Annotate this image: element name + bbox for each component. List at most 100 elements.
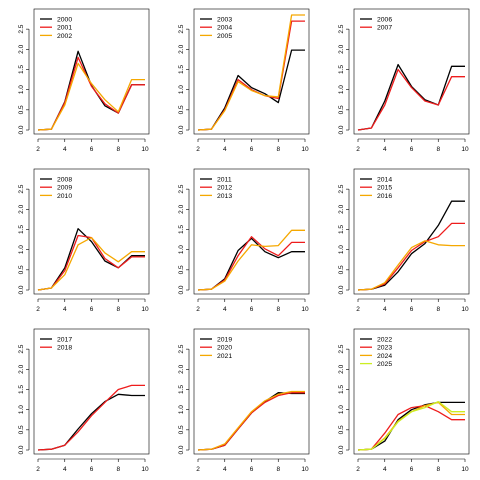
y-tick-label: 1.0	[338, 245, 345, 254]
y-tick-label: 0.0	[338, 445, 345, 454]
x-tick-label: 2	[196, 466, 200, 473]
x-tick-label: 8	[276, 466, 280, 473]
legend-label: 2000	[57, 16, 72, 23]
y-tick-label: 0.0	[178, 285, 185, 294]
series-line-2020	[197, 392, 305, 451]
legend-label: 2024	[377, 353, 392, 360]
series-line-2017	[37, 393, 145, 451]
panel-frame	[353, 328, 470, 455]
x-tick-label: 4	[63, 146, 67, 153]
x-tick-label: 8	[276, 306, 280, 313]
legend-label: 2011	[217, 176, 232, 183]
y-tick-label: 2.0	[178, 364, 185, 373]
panel-frame	[33, 8, 150, 135]
legend: 2006 2007	[360, 16, 392, 32]
x-tick-label: 8	[436, 146, 440, 153]
series-line-2015	[357, 222, 465, 291]
x-tick-label: 6	[250, 466, 254, 473]
x-tick-label: 10	[301, 146, 309, 153]
y-tick-label: 1.0	[18, 85, 25, 94]
y-tick-label: 0.5	[178, 425, 185, 434]
legend-label: 2017	[57, 336, 72, 343]
y-tick-label: 1.0	[338, 405, 345, 414]
y-tick-label: 2.5	[178, 24, 185, 33]
y-tick-label: 0.0	[338, 285, 345, 294]
y-tick-label: 2.0	[178, 204, 185, 213]
x-tick-label: 10	[301, 466, 309, 473]
y-tick-label: 2.5	[18, 184, 25, 193]
legend-label: 2009	[57, 185, 72, 192]
y-tick-label: 1.5	[338, 385, 345, 394]
x-tick-label: 4	[223, 146, 227, 153]
legend-label: 2013	[217, 193, 232, 200]
y-tick-label: 1.5	[178, 225, 185, 234]
legend-label: 2002	[57, 33, 72, 40]
y-tick-label: 0.5	[338, 425, 345, 434]
series-line-2025	[357, 400, 465, 451]
series-line-2021	[197, 390, 305, 451]
legend-label: 2022	[377, 336, 392, 343]
y-tick-label: 0.0	[18, 125, 25, 134]
y-tick-label: 0.5	[18, 265, 25, 274]
y-tick-label: 1.5	[338, 225, 345, 234]
x-tick-label: 2	[36, 146, 40, 153]
x-tick-label: 4	[383, 466, 387, 473]
y-tick-label: 1.5	[338, 65, 345, 74]
legend-label: 2006	[377, 16, 392, 23]
x-tick-label: 4	[63, 466, 67, 473]
legend-label: 2007	[377, 25, 392, 32]
panel-frame	[353, 168, 470, 295]
y-tick-label: 2.5	[338, 344, 345, 353]
x-tick-label: 6	[90, 146, 94, 153]
legend-label: 2023	[377, 345, 392, 352]
series-line-2011	[197, 237, 305, 291]
series-line-2009	[37, 234, 145, 291]
x-tick-label: 6	[90, 466, 94, 473]
y-tick-label: 0.5	[178, 105, 185, 114]
series-line-2001	[37, 56, 145, 131]
x-tick-label: 8	[276, 146, 280, 153]
x-tick-label: 10	[141, 306, 149, 313]
x-tick-label: 2	[36, 306, 40, 313]
x-tick-label: 2	[356, 146, 360, 153]
series-line-2023	[357, 404, 465, 451]
y-tick-label: 1.5	[18, 225, 25, 234]
x-tick-label: 4	[383, 146, 387, 153]
y-tick-label: 1.5	[178, 65, 185, 74]
legend-label: 2008	[57, 176, 72, 183]
y-tick-label: 0.0	[18, 285, 25, 294]
panel-frame	[193, 328, 310, 455]
legend-label: 2019	[217, 336, 232, 343]
y-tick-label: 2.0	[18, 44, 25, 53]
y-tick-label: 0.5	[18, 105, 25, 114]
y-tick-label: 1.0	[178, 245, 185, 254]
legend-label: 2016	[377, 193, 392, 200]
legend-label: 2020	[217, 345, 232, 352]
series-line-2019	[197, 392, 305, 451]
panel-frame	[33, 168, 150, 295]
legend-label: 2003	[217, 16, 232, 23]
legend-label: 2018	[57, 345, 72, 352]
x-tick-label: 4	[383, 306, 387, 313]
y-tick-label: 2.5	[178, 344, 185, 353]
series-line-2013	[197, 229, 305, 291]
legend-label: 2021	[217, 353, 232, 360]
x-tick-label: 6	[410, 146, 414, 153]
x-tick-label: 6	[250, 146, 254, 153]
x-tick-label: 8	[116, 466, 120, 473]
x-tick-label: 10	[461, 146, 469, 153]
y-tick-label: 2.0	[338, 204, 345, 213]
x-tick-label: 8	[116, 146, 120, 153]
legend: 2017 2018	[40, 336, 72, 352]
x-tick-label: 8	[436, 306, 440, 313]
x-tick-label: 6	[90, 306, 94, 313]
y-tick-label: 0.5	[338, 265, 345, 274]
y-tick-label: 1.0	[178, 85, 185, 94]
x-tick-label: 6	[250, 306, 254, 313]
